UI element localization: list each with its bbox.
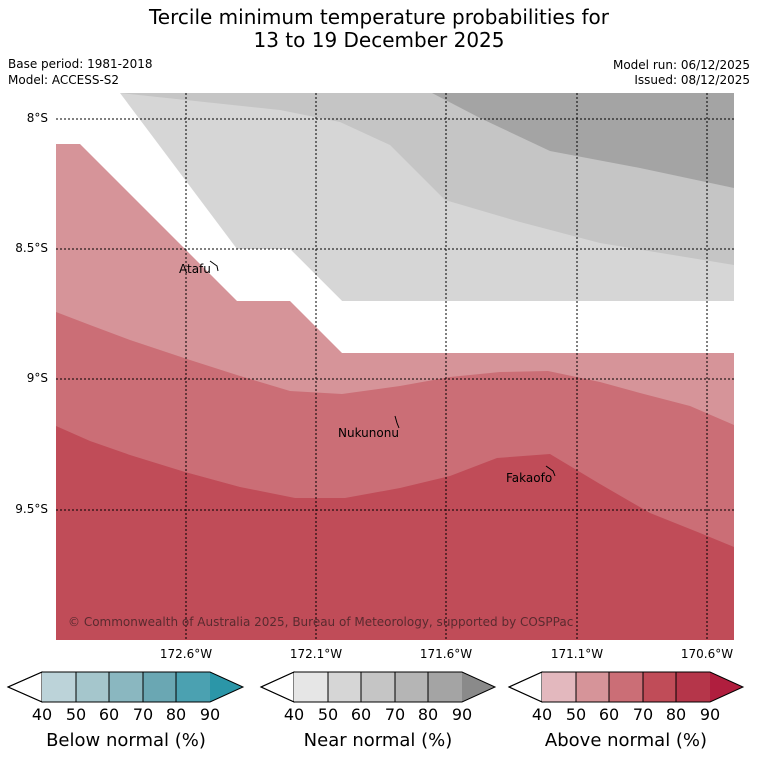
legend-above-swatch-0 xyxy=(507,671,543,703)
lat-label-8s: 8°S xyxy=(26,111,48,125)
atafu-island xyxy=(209,260,219,272)
legend-near-swatch-3 xyxy=(361,672,395,702)
issued-date: Issued: 08/12/2025 xyxy=(634,73,750,87)
legend-near-swatch-6 xyxy=(462,672,495,702)
map-area: Atafu Nukunonu Fakaofo © Commonwealth of… xyxy=(56,93,734,640)
place-fakaofo: Fakaofo xyxy=(506,471,552,485)
legend-near-tick-80: 80 xyxy=(417,705,439,724)
lon-label-171-6w: 171.6°W xyxy=(419,647,473,661)
no-dominant-category-strip xyxy=(56,93,734,353)
legend-below-swatch-3 xyxy=(109,672,143,702)
place-nukunonu: Nukunonu xyxy=(338,426,399,440)
map-title-line2: 13 to 19 December 2025 xyxy=(253,28,505,52)
legend-above-swatch-2 xyxy=(576,672,609,702)
lon-label-171-1w: 171.1°W xyxy=(550,647,604,661)
lat-label-9-5s: 9.5°S xyxy=(15,502,48,516)
legend-below-swatch-6 xyxy=(210,672,243,702)
legend-near-tick-50: 50 xyxy=(317,705,339,724)
legend-above-swatch-1 xyxy=(542,672,576,702)
legend-near-tick-90: 90 xyxy=(451,705,473,724)
legend-below-swatch-5 xyxy=(176,672,210,702)
legend-below-swatch-4 xyxy=(143,672,176,702)
legend-near-swatch-5 xyxy=(428,672,462,702)
legend-below-tick-80: 80 xyxy=(165,705,187,724)
legend-near-normal xyxy=(259,671,497,703)
copyright-notice: © Commonwealth of Australia 2025, Bureau… xyxy=(68,615,573,629)
graticule xyxy=(56,93,734,640)
lat-label-9s: 9°S xyxy=(26,371,48,385)
legend-above-tick-70: 70 xyxy=(632,705,654,724)
legend-near-tick-70: 70 xyxy=(384,705,406,724)
place-atafu: Atafu xyxy=(179,262,211,276)
base-period: Base period: 1981-2018 xyxy=(8,57,153,71)
nukunonu-island xyxy=(394,415,400,429)
above-normal-70-region xyxy=(56,426,734,640)
legend-below-normal xyxy=(6,671,245,703)
legend-below-tick-50: 50 xyxy=(65,705,87,724)
legend-near-swatch-1 xyxy=(294,672,328,702)
legend-near-tick-40: 40 xyxy=(283,705,305,724)
legend-below-swatch-2 xyxy=(76,672,109,702)
legend-near-tick-60: 60 xyxy=(350,705,372,724)
legend-below-title: Below normal (%) xyxy=(46,730,206,751)
legend-below-swatch-0 xyxy=(6,671,43,703)
legend-near-swatch-0 xyxy=(259,671,295,703)
map-title-line1: Tercile minimum temperature probabilitie… xyxy=(148,5,610,29)
legend-above-swatch-4 xyxy=(643,672,676,702)
model-run: Model run: 06/12/2025 xyxy=(612,58,750,72)
legend-below-tick-90: 90 xyxy=(199,705,221,724)
legend-above-swatch-3 xyxy=(609,672,643,702)
legend-below-tick-70: 70 xyxy=(132,705,154,724)
legend-near-swatch-4 xyxy=(395,672,428,702)
lat-label-8-5s: 8.5°S xyxy=(15,241,48,255)
legend-above-tick-50: 50 xyxy=(565,705,587,724)
legend-above-normal xyxy=(507,671,745,703)
near-normal-70-region xyxy=(432,93,734,188)
fakaofo-island xyxy=(545,465,556,477)
legend-below-tick-60: 60 xyxy=(98,705,120,724)
legend-above-tick-80: 80 xyxy=(665,705,687,724)
model-name: Model: ACCESS-S2 xyxy=(8,73,120,87)
legend-above-tick-60: 60 xyxy=(598,705,620,724)
lon-label-172-1w: 172.1°W xyxy=(289,647,343,661)
legend-near-swatch-2 xyxy=(328,672,361,702)
legend-near-title: Near normal (%) xyxy=(303,730,453,751)
legend-above-swatch-5 xyxy=(676,672,710,702)
legend-above-title: Above normal (%) xyxy=(544,730,708,751)
lon-label-170-6w: 170.6°W xyxy=(680,647,734,661)
legend-above-tick-40: 40 xyxy=(531,705,553,724)
legend-below-swatch-1 xyxy=(42,672,76,702)
legend-above-swatch-6 xyxy=(710,672,743,702)
lon-label-172-6w: 172.6°W xyxy=(159,647,213,661)
legend-below-tick-40: 40 xyxy=(31,705,53,724)
legend-above-tick-90: 90 xyxy=(699,705,721,724)
